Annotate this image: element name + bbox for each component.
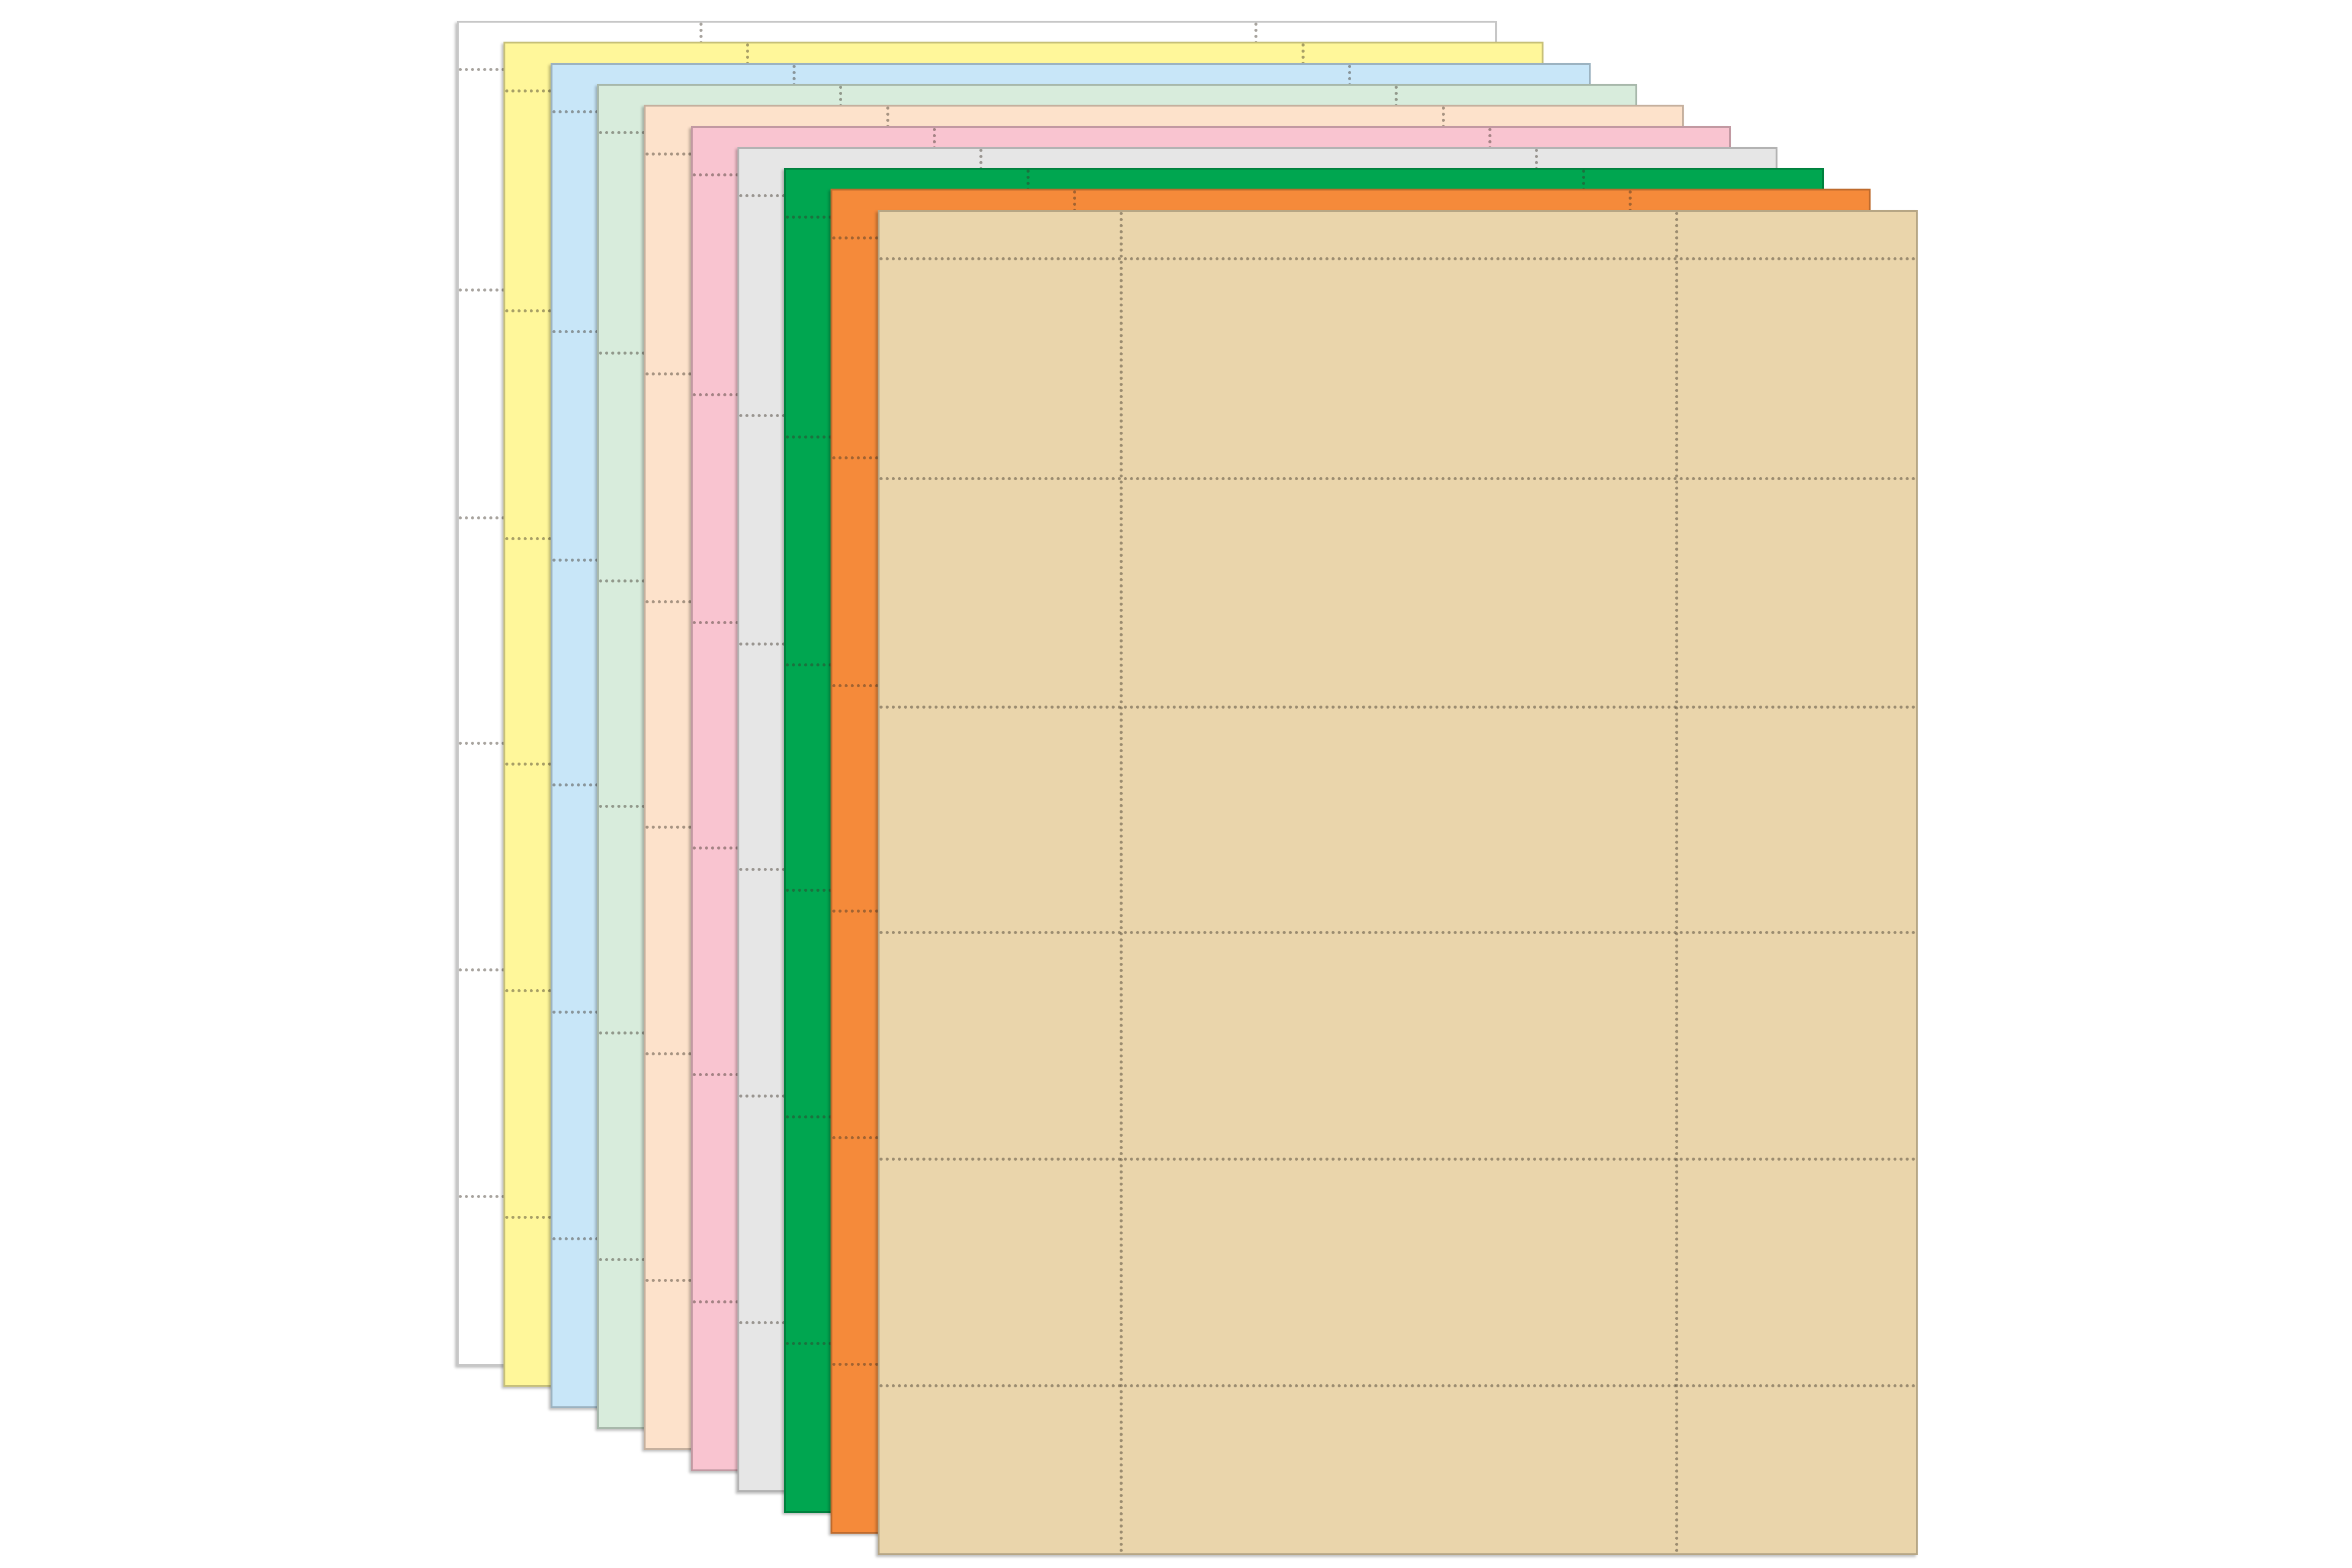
perforation-line-horizontal xyxy=(879,705,1916,709)
perforation-line-vertical xyxy=(1675,211,1679,1553)
sheet-tan xyxy=(877,209,1918,1555)
perforation-line-vertical xyxy=(1120,211,1123,1553)
perforation-line-horizontal xyxy=(879,477,1916,481)
perforation-line-horizontal xyxy=(879,257,1916,261)
perforation-line-horizontal xyxy=(879,930,1916,934)
perforation-line-horizontal xyxy=(879,1157,1916,1161)
perforation-line-horizontal xyxy=(879,1384,1916,1387)
